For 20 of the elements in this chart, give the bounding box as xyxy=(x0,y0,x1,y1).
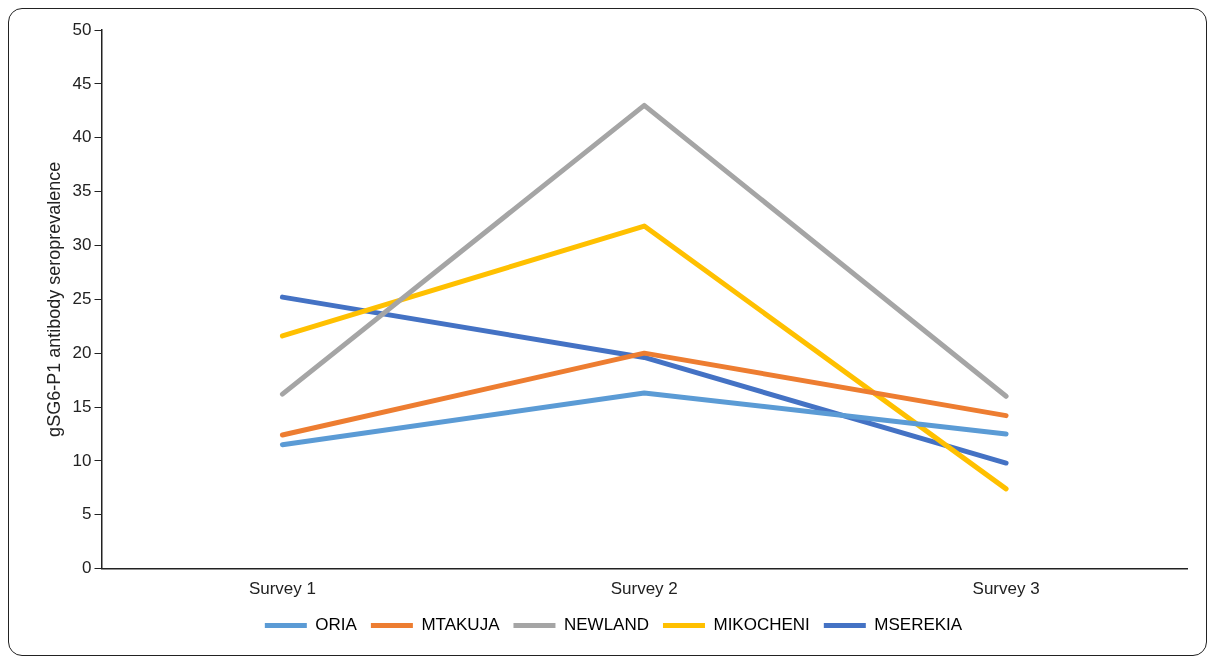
y-tick-label: 25 xyxy=(72,288,92,308)
y-tick-label: 40 xyxy=(72,127,92,147)
x-tick-label: Survey 1 xyxy=(248,579,316,599)
y-tick-label: 35 xyxy=(72,181,92,201)
legend-label: MSEREKIA xyxy=(874,615,963,635)
y-tick-label: 0 xyxy=(82,558,92,578)
y-tick-label: 20 xyxy=(72,342,92,362)
y-tick-label: 10 xyxy=(72,450,92,470)
y-tick-label: 15 xyxy=(72,396,92,416)
legend-label: NEWLAND xyxy=(563,615,649,635)
y-tick-label: 30 xyxy=(72,235,92,255)
y-axis-title: gSG6-P1 antibody seroprevalence xyxy=(43,161,64,437)
y-tick-label: 50 xyxy=(72,19,92,39)
y-tick-label: 5 xyxy=(82,504,92,524)
legend-label: MIKOCHENI xyxy=(713,615,810,635)
x-tick-label: Survey 3 xyxy=(972,579,1040,599)
x-tick-label: Survey 2 xyxy=(610,579,678,599)
legend-label: MTAKUJA xyxy=(421,615,501,635)
legend-label: ORIA xyxy=(315,615,358,635)
y-tick-label: 45 xyxy=(72,73,92,93)
